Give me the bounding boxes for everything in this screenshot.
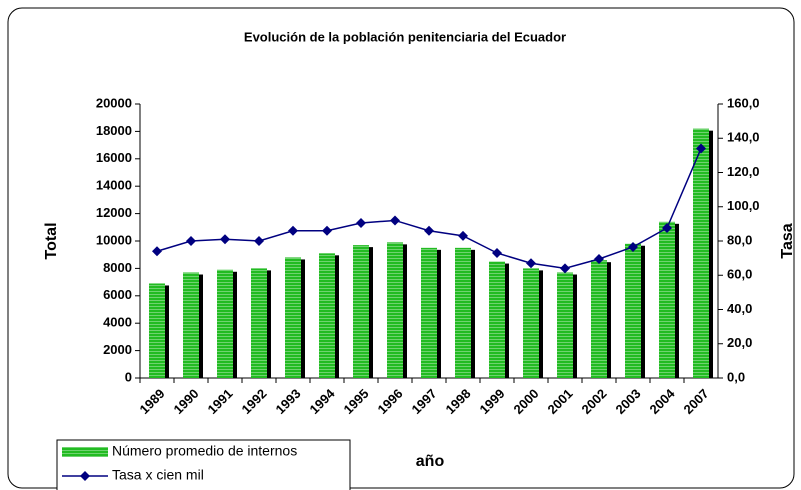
line-marker xyxy=(696,143,706,154)
legend-label: Número promedio de internos xyxy=(112,443,297,459)
x-axis-title: año xyxy=(416,453,445,470)
legend-marker xyxy=(80,471,90,481)
y-tick-label: 16000 xyxy=(96,150,132,165)
y-tick-label: 20000 xyxy=(96,95,132,110)
bar xyxy=(353,245,369,378)
line-marker xyxy=(424,225,434,236)
y-tick-label: 4000 xyxy=(103,315,132,330)
bar xyxy=(659,221,675,378)
line-marker xyxy=(492,247,502,258)
y2-axis-title: Tasa xyxy=(779,223,796,258)
bar xyxy=(319,253,335,378)
line-marker xyxy=(662,222,672,233)
line-marker xyxy=(628,241,638,252)
bar xyxy=(149,283,165,378)
y2-tick-label: 0,0 xyxy=(727,369,745,384)
y-tick-label: 2000 xyxy=(103,342,132,357)
y2-tick-label: 120,0 xyxy=(727,164,760,179)
bar xyxy=(421,247,437,378)
y-tick-label: 14000 xyxy=(96,178,132,193)
line-marker xyxy=(356,218,366,229)
y-tick-label: 12000 xyxy=(96,205,132,220)
bar xyxy=(217,269,233,378)
line-marker xyxy=(458,230,468,241)
bar xyxy=(625,243,641,378)
legend-label: Tasa x cien mil xyxy=(112,467,204,483)
line-marker xyxy=(254,236,264,246)
y-tick-label: 0 xyxy=(125,369,132,384)
line-marker xyxy=(390,215,400,226)
bar xyxy=(523,268,539,378)
line-marker xyxy=(560,263,570,274)
y2-tick-label: 160,0 xyxy=(727,95,760,110)
bar xyxy=(489,261,505,378)
line-marker xyxy=(288,225,298,236)
y2-tick-label: 20,0 xyxy=(727,335,752,350)
y2-tick-label: 140,0 xyxy=(727,130,760,145)
legend-swatch xyxy=(62,447,108,457)
bar xyxy=(693,128,709,378)
line-marker xyxy=(594,253,604,264)
y2-tick-label: 40,0 xyxy=(727,301,752,316)
y-axis-title: Total xyxy=(43,222,60,259)
y2-tick-label: 80,0 xyxy=(727,232,752,247)
bar xyxy=(387,242,403,378)
line-marker xyxy=(220,234,230,245)
bar xyxy=(183,272,199,378)
line-marker xyxy=(322,225,332,236)
line-marker xyxy=(186,236,196,246)
chart-title: Evolución de la población penitenciaria … xyxy=(244,29,566,44)
y2-tick-label: 60,0 xyxy=(727,267,752,282)
y-tick-label: 18000 xyxy=(96,123,132,138)
bar xyxy=(251,268,267,378)
line-marker xyxy=(152,246,162,257)
bar xyxy=(455,247,471,378)
y2-tick-label: 100,0 xyxy=(727,198,760,213)
bar xyxy=(285,257,301,378)
bar xyxy=(557,272,573,378)
y-tick-label: 8000 xyxy=(103,260,132,275)
y-tick-label: 6000 xyxy=(103,287,132,302)
y-tick-label: 10000 xyxy=(96,232,132,247)
line-marker xyxy=(526,258,536,269)
bar xyxy=(591,260,607,378)
